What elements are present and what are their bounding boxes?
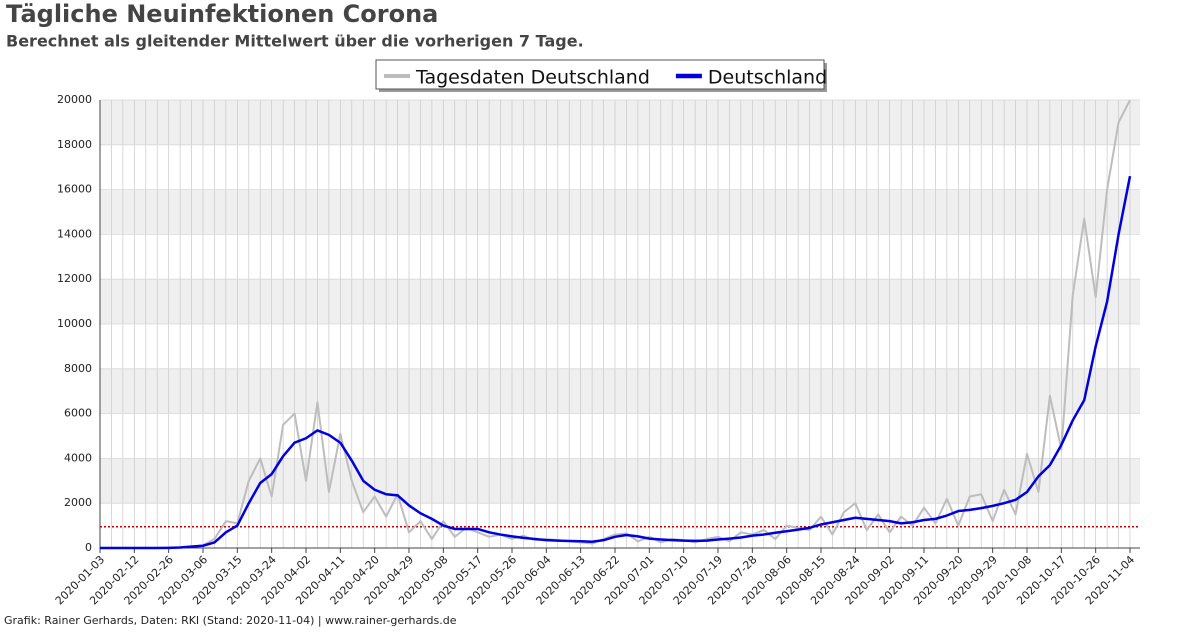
line-series <box>100 99 1131 549</box>
legend: Tagesdaten Deutschland Deutschland <box>375 59 827 92</box>
y-tick-label: 4000 <box>64 451 92 464</box>
y-tick-label: 0 <box>85 541 92 554</box>
grid-band <box>100 189 1140 235</box>
chart-title: Tägliche Neuinfektionen Corona <box>6 0 438 28</box>
y-tick-label: 12000 <box>57 272 92 285</box>
y-tick-label: 14000 <box>57 227 92 240</box>
legend-label: Tagesdaten Deutschland <box>415 67 650 89</box>
legend-box <box>375 59 825 90</box>
chart-subtitle: Berechnet als gleitender Mittelwert über… <box>6 32 584 51</box>
y-tick-label: 6000 <box>64 407 92 420</box>
footer: Grafik: Rainer Gerhards, Daten: RKI (Sta… <box>4 614 457 627</box>
y-tick-label: 2000 <box>64 496 92 509</box>
y-tick-label: 18000 <box>57 138 92 151</box>
grid-band <box>100 100 1140 145</box>
y-tick-label: 8000 <box>64 362 92 375</box>
line-series <box>100 175 1132 550</box>
legend-label: Deutschland <box>708 67 827 89</box>
grid-band <box>100 279 1140 324</box>
y-tick-label: 10000 <box>57 317 92 330</box>
y-tick-label: 20000 <box>57 93 92 106</box>
y-tick-label: 16000 <box>57 183 92 196</box>
grid-band <box>100 368 1140 414</box>
